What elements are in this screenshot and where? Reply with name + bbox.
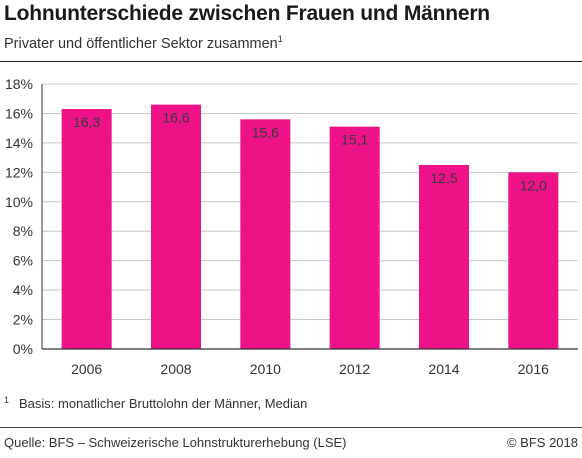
chart-title: Lohnunterschiede zwischen Frauen und Män… [4,2,490,25]
footer-rule [0,427,582,428]
footnote-mark: 1 [4,395,10,405]
y-tick-label: 2% [13,312,33,328]
bar-2008 [151,104,201,349]
data-label: 12,0 [520,177,547,193]
y-tick-label: 4% [13,282,33,298]
bar-2016 [508,172,559,349]
subtitle-footnote-mark: 1 [277,34,283,44]
x-tick-label: 2016 [518,361,549,377]
bar-2014 [419,164,469,349]
data-label: 16,3 [73,114,100,130]
y-tick-label: 12% [5,164,33,180]
footnote: 1 Basis: monatlicher Bruttolohn der Männe… [4,395,307,411]
data-label: 15,1 [341,132,368,148]
header-rule [0,61,582,62]
y-tick-label: 16% [5,105,33,121]
bar-2006 [61,109,112,350]
footnote-text: Basis: monatlicher Bruttolohn der Männer… [19,396,308,411]
y-tick-label: 10% [5,194,33,210]
chart-subtitle: Privater und öffentlicher Sektor zusamme… [4,34,283,52]
data-label: 15,6 [252,124,279,140]
x-tick-label: 2006 [71,361,102,377]
bar-chart: 0% 2% 4% 6% 8% 10% 12% 14% 16% 18% 16,3 2006 16,6 200… [5,76,578,377]
y-tick-label: 14% [5,135,33,151]
x-tick-label: 2010 [250,361,281,377]
data-label: 16,6 [162,110,189,126]
subtitle-text: Privater und öffentlicher Sektor zusamme… [4,36,278,52]
copyright-note: © BFS 2018 [506,435,578,450]
source-note: Quelle: BFS – Schweizerische Lohnstruktu… [4,435,347,450]
y-tick-label: 0% [13,341,33,357]
x-tick-label: 2008 [160,361,191,377]
x-tick-label: 2014 [428,361,459,377]
x-tick-label: 2012 [339,361,370,377]
y-tick-label: 18% [5,76,33,92]
data-label: 12,5 [430,170,457,186]
bar-2010 [240,119,291,349]
y-tick-label: 8% [13,223,33,239]
bar-2012 [329,126,380,349]
y-tick-label: 6% [13,253,33,269]
